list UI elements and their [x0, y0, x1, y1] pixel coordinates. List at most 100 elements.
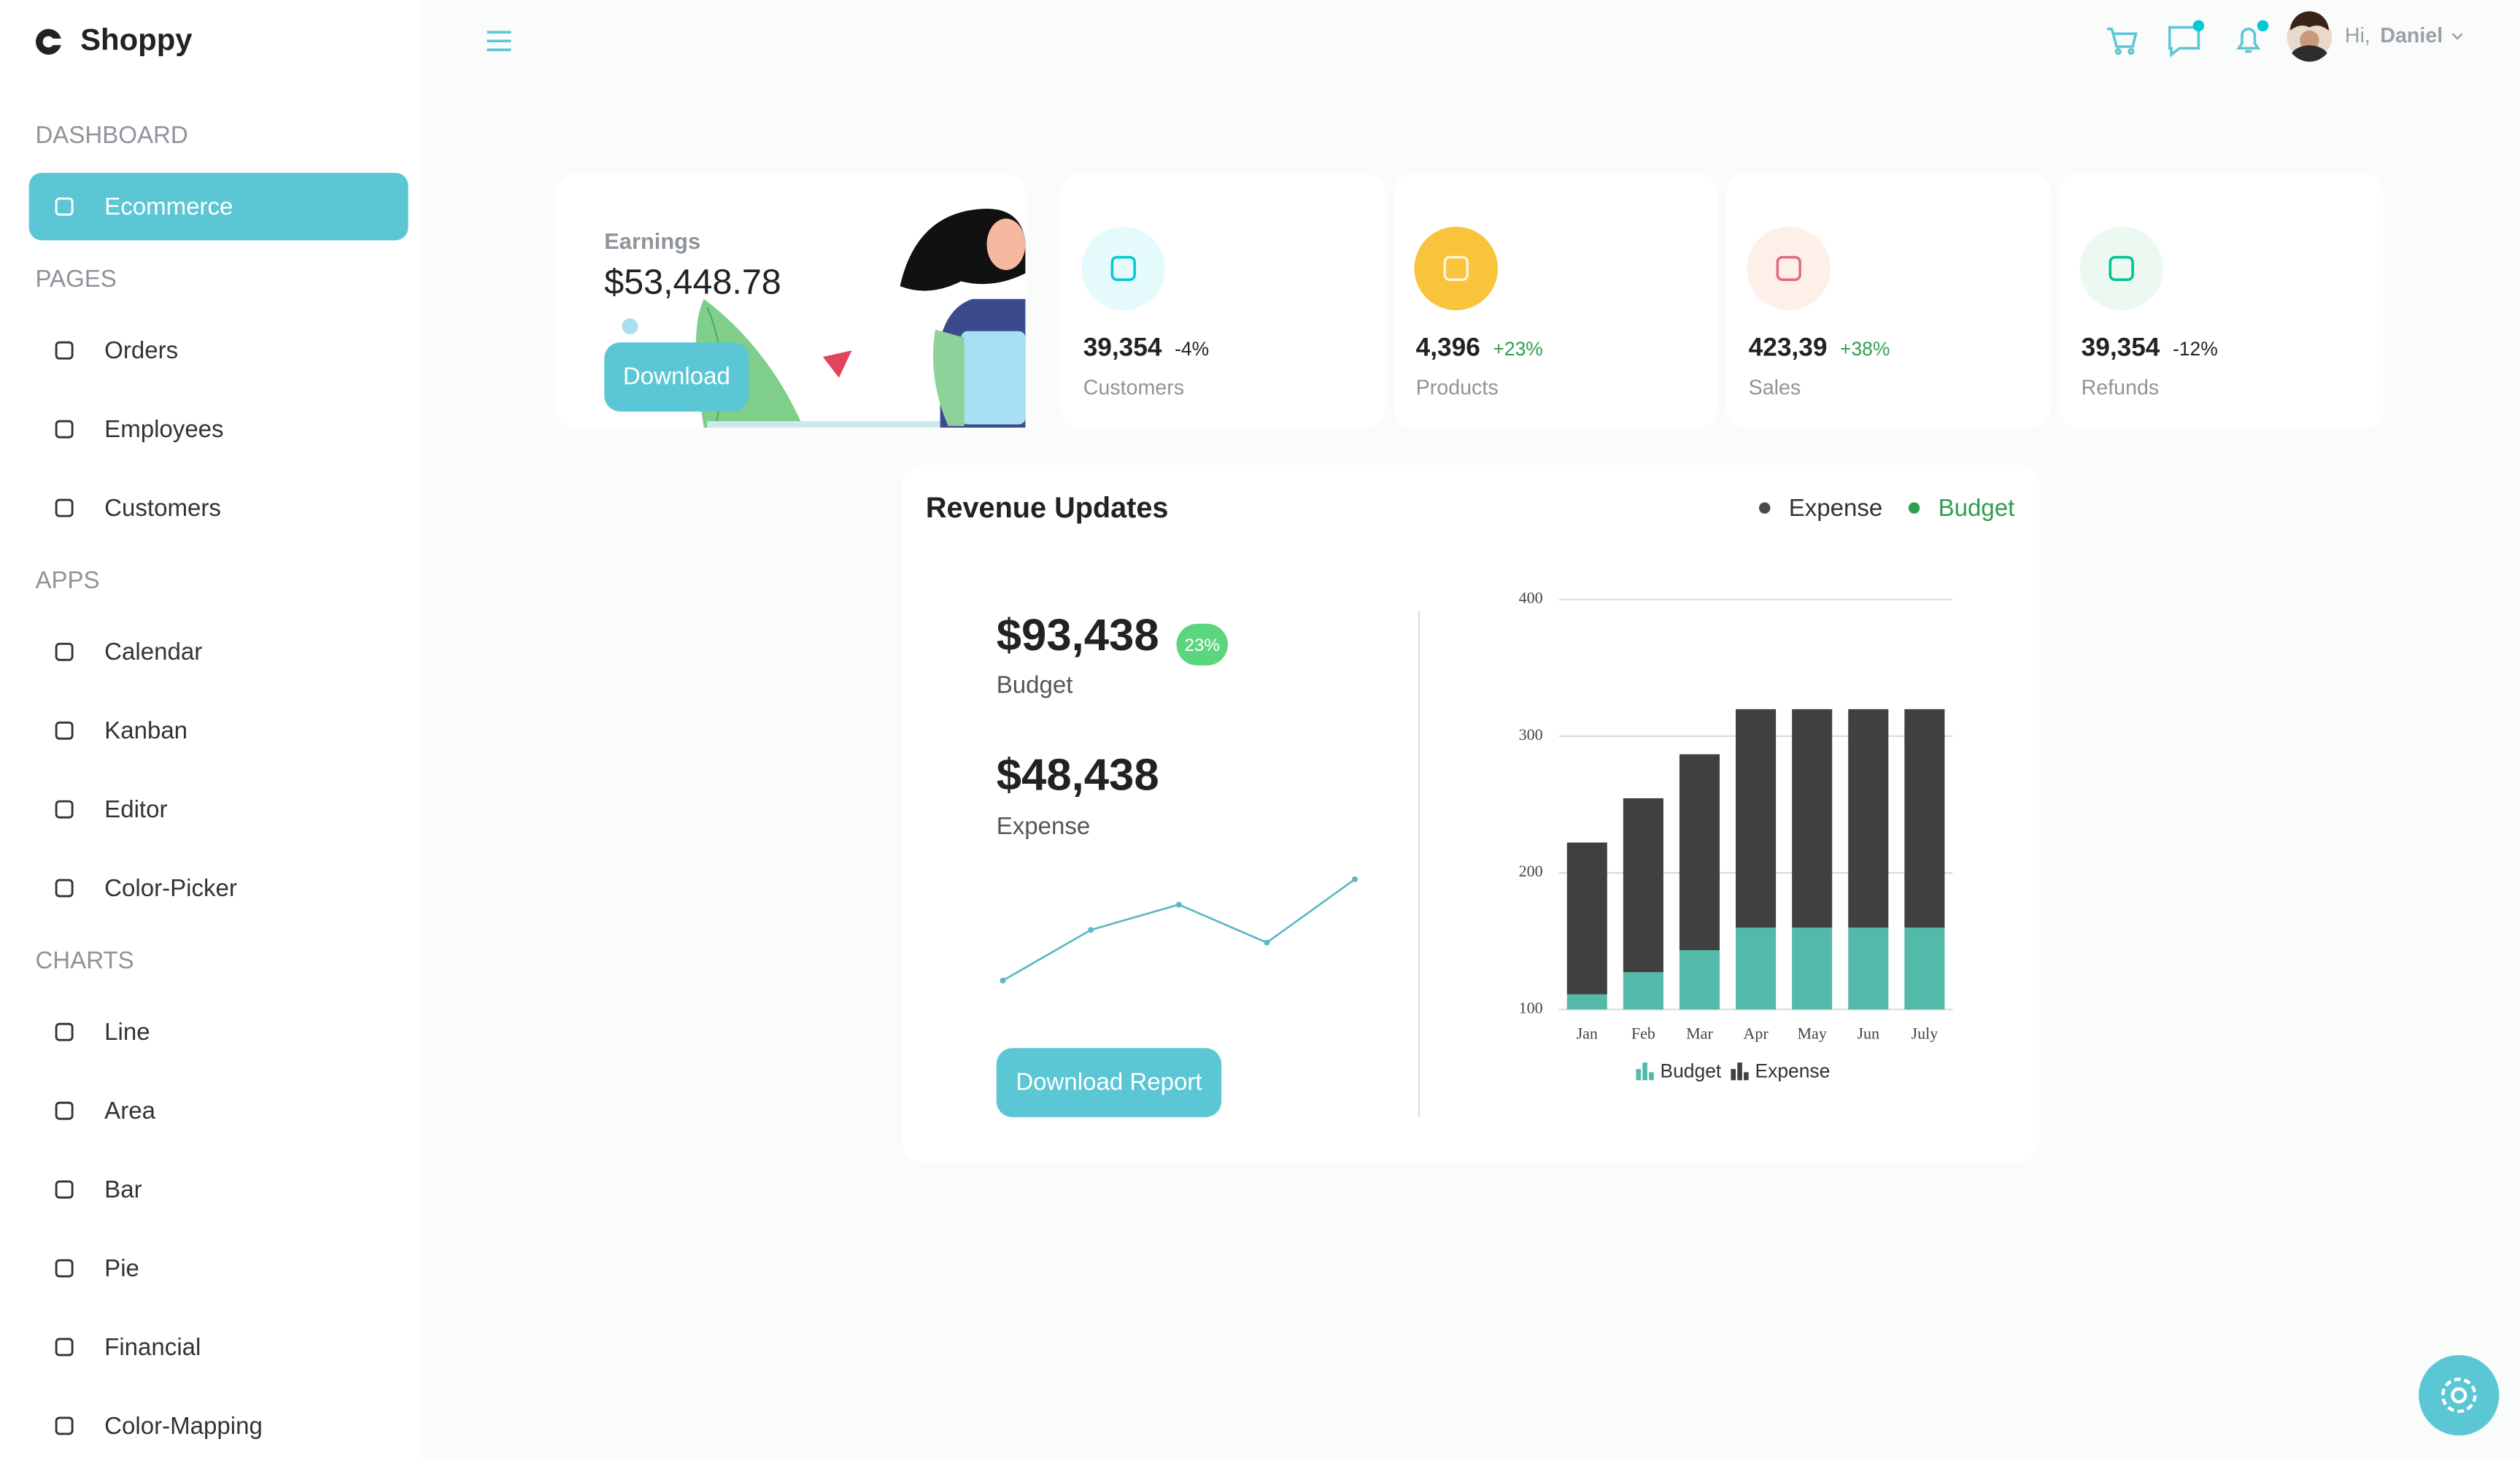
nav-section-title: PAGES [35, 266, 116, 293]
y-tick-label: 100 [1519, 998, 1543, 1017]
expense-amount: $48,438 [997, 749, 1159, 800]
brand[interactable]: Shoppy [80, 22, 193, 56]
nav-item[interactable]: Area [55, 1098, 156, 1125]
logo-icon [36, 28, 61, 55]
x-tick-label: July [1912, 1025, 1939, 1043]
nav-item-label: Area [104, 1098, 155, 1125]
legend-budget: Budget [1939, 495, 2015, 522]
nav-item[interactable]: Kanban [55, 717, 188, 744]
sparkline-point [1175, 901, 1182, 908]
download-report-button[interactable]: Download Report [996, 1048, 1222, 1117]
menu-button[interactable] [487, 31, 511, 52]
sparkline-point [1000, 977, 1006, 984]
revenue-title: Revenue Updates [926, 492, 1169, 524]
legend-dot [1758, 502, 1771, 514]
nav-item[interactable]: Pie [55, 1255, 139, 1282]
y-tick-label: 300 [1519, 725, 1543, 744]
nav-item-label: Customers [104, 495, 221, 522]
legend-icon [1636, 1068, 1642, 1081]
stats: 39,354 -4% Customers 4,396 +23% Products 423,3… [1060, 173, 2384, 428]
nav-section-title: DASHBOARD [35, 122, 188, 149]
stat-amount: 423,39 [1749, 333, 1828, 361]
stat-amount: 4,396 [1416, 333, 1480, 361]
bar-segment [1623, 798, 1663, 973]
legend-dot [1908, 502, 1920, 514]
user-name: Daniel [2380, 24, 2443, 47]
bar-segment [1848, 927, 1889, 1010]
bar-segment [1848, 709, 1889, 928]
bar-segment [1904, 927, 1945, 1010]
stat-title: Refunds [2082, 377, 2160, 400]
nav-icon [55, 1338, 74, 1357]
y-tick-label: 400 [1519, 589, 1543, 607]
settings-button[interactable] [2419, 1354, 2500, 1436]
nav-item[interactable]: Calendar [55, 639, 202, 666]
nav-icon [55, 420, 74, 439]
stat-card: 39,354 -4% Customers [1060, 173, 1385, 428]
nav-icon [55, 642, 74, 661]
legend-label: Expense [1755, 1060, 1831, 1081]
nav-item-label: Color-Picker [104, 875, 237, 902]
badge-label: 23% [1184, 636, 1219, 655]
nav-item[interactable]: Color-Picker [55, 875, 237, 902]
nav-item[interactable]: Employees [55, 416, 224, 443]
budget-amount: $93,438 [997, 610, 1159, 660]
stat-icon [1776, 255, 1801, 282]
stat-amount: 39,354 [1083, 333, 1162, 361]
nav-item-label: Bar [104, 1176, 142, 1203]
notification-button[interactable] [2236, 20, 2269, 53]
sidebar [0, 0, 422, 1458]
legend-icon [1642, 1062, 1647, 1081]
bar-segment [1623, 972, 1663, 1010]
x-tick-label: Jan [1577, 1025, 1598, 1043]
nav-icon [55, 879, 74, 898]
bar-segment [1792, 927, 1833, 1010]
greeting: Hi, [2345, 24, 2370, 47]
stat-card: 4,396 +23% Products [1393, 173, 1718, 428]
nav-item-label: Kanban [104, 717, 188, 744]
stat-icon [1110, 255, 1136, 282]
stat-title: Sales [1749, 377, 1801, 400]
nav-icon [55, 1180, 74, 1199]
x-tick-label: May [1797, 1025, 1826, 1043]
stat-percentage: +23% [1493, 338, 1542, 360]
legend-item[interactable]: Expense [1731, 1060, 1830, 1081]
nav-section-title: CHARTS [35, 947, 134, 974]
nav-icon [55, 341, 74, 360]
nav-item[interactable]: Orders [55, 337, 178, 364]
nav-item[interactable]: Customers [55, 495, 221, 522]
legend-item[interactable]: Budget [1636, 1060, 1722, 1081]
download-button[interactable]: Download [604, 342, 749, 412]
bar-segment [1736, 709, 1777, 928]
earnings-label: Earnings [604, 228, 700, 254]
nav-icon [55, 721, 74, 740]
cart-button[interactable] [2106, 27, 2138, 55]
stat-icon-bg [1414, 226, 1499, 311]
x-tick-label: Feb [1631, 1025, 1655, 1043]
nav-item[interactable]: Editor [55, 796, 167, 823]
nav-item[interactable]: Ecommerce [28, 172, 409, 241]
nav-item-label: Ecommerce [104, 193, 233, 220]
nav-item-label: Calendar [104, 639, 202, 666]
profile[interactable]: Hi, Daniel [2287, 11, 2463, 62]
stat-percentage: +38% [1840, 338, 1890, 360]
nav-icon [55, 1259, 74, 1278]
nav-icon [55, 197, 74, 216]
stat-icon [1443, 255, 1469, 282]
nav-item[interactable]: Color-Mapping [55, 1413, 263, 1440]
nav-item-label: Orders [104, 337, 178, 364]
sparkline-point [1352, 876, 1358, 882]
nav-item[interactable]: Financial [55, 1334, 201, 1361]
stat-title: Customers [1083, 377, 1184, 400]
nav-item[interactable]: Bar [55, 1176, 142, 1203]
chat-button[interactable] [2168, 20, 2205, 58]
stat-icon-bg [2079, 226, 2163, 311]
stat-icon-bg [1747, 226, 1831, 311]
nav-item[interactable]: Line [55, 1019, 150, 1046]
badge [1176, 623, 1228, 666]
nav-icon [55, 498, 74, 517]
nav-icon [55, 1101, 74, 1120]
nav-icon [55, 800, 74, 819]
